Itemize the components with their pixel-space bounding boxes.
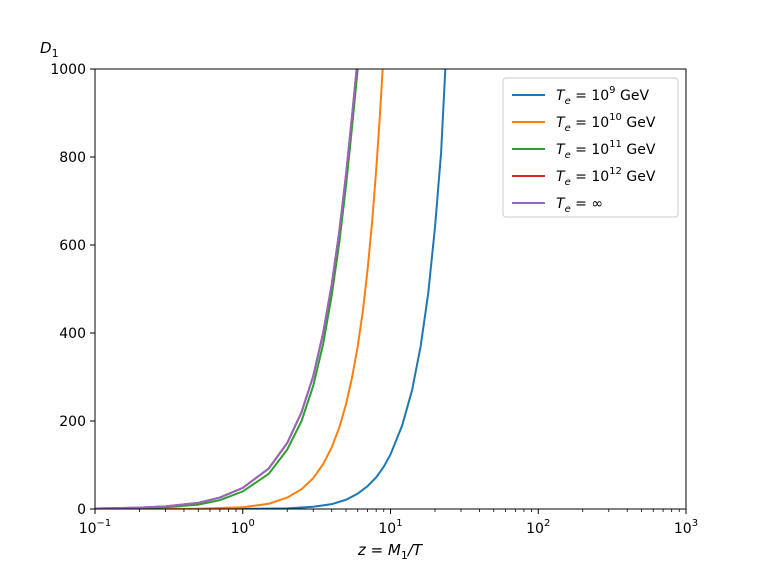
x-tick-label-1: 100 (231, 518, 255, 537)
series-line-2 (95, 69, 384, 509)
y-axis-label-main: D (40, 39, 52, 57)
legend: Te = 109 GeV Te = 1010 GeV Te = 1011 GeV Te… (502, 77, 679, 218)
x-axis-label-tail: /T (406, 541, 424, 559)
y-tick-label-1: 200 (59, 414, 86, 430)
x-axis-label-sub: 1 (401, 549, 408, 562)
x-axis-label: z = M1/T (357, 541, 424, 562)
x-tick-label-4: 103 (674, 518, 698, 537)
x-axis-label-main: z = M (357, 541, 401, 559)
y-axis-label: D1 (40, 39, 59, 60)
legend-box (502, 77, 679, 218)
y-tick-label-2: 400 (59, 326, 86, 342)
series-line-3 (95, 69, 359, 509)
legend-label-3: Te = 1011 GeV (556, 139, 656, 161)
legend-label-4: Te = 1012 GeV (556, 166, 656, 188)
series-line-5 (95, 69, 358, 509)
y-tick-label-0: 0 (77, 502, 86, 518)
legend-label-1: Te = 109 GeV (556, 85, 649, 107)
legend-label-5: Te = ∞ (556, 196, 603, 215)
series-layer (95, 69, 447, 509)
y-tick-label-4: 800 (59, 150, 86, 166)
x-tick-label-2: 101 (378, 518, 402, 537)
series-line-4 (95, 69, 358, 509)
series-line-1 (95, 69, 447, 509)
y-axis-label-sub: 1 (52, 47, 59, 60)
y-tick-label-5: 1000 (50, 62, 86, 78)
legend-label-2: Te = 1010 GeV (556, 112, 656, 134)
x-tick-label-3: 102 (526, 518, 550, 537)
ticks-layer: 0 200 400 600 800 1000 10−1 100 101 102 103 (50, 62, 698, 537)
x-tick-label-0: 10−1 (79, 518, 112, 537)
y-tick-label-3: 600 (59, 238, 86, 254)
